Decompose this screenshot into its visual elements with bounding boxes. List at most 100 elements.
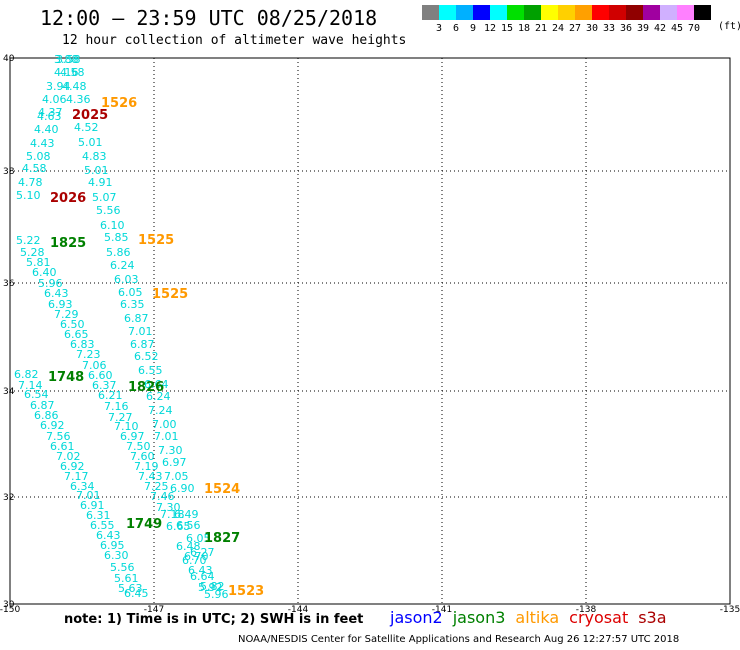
latitude-label: 30	[3, 600, 15, 610]
swh-value: 6.24	[146, 390, 171, 403]
scale-swatch	[507, 5, 524, 20]
longitude-label: -141	[432, 605, 452, 615]
page-subtitle: 12 hour collection of altimeter wave hei…	[62, 33, 407, 48]
swh-value: 7.30	[158, 444, 183, 457]
scale-label: 39	[636, 23, 650, 34]
pass-time-label: 1523	[228, 584, 264, 599]
scale-swatch	[490, 5, 507, 20]
swh-value: 7.23	[76, 348, 101, 361]
scale-label: 21	[534, 23, 548, 34]
swh-value: 4.36	[66, 93, 91, 106]
swh-value: 6.93	[48, 298, 73, 311]
swh-value: 6.64	[190, 570, 215, 583]
scale-swatch	[626, 5, 643, 20]
swh-value: 7.10	[114, 420, 139, 433]
swh-value: 7.46	[150, 490, 175, 503]
map-frame	[9, 57, 731, 605]
swh-value: 4.43	[30, 137, 55, 150]
swh-value: 6.61	[50, 440, 75, 453]
swh-value: 6.21	[98, 389, 123, 402]
swh-value: 7.50	[126, 440, 151, 453]
swh-value: 6.37	[92, 379, 117, 392]
swh-value: 6.10	[100, 219, 125, 232]
swh-value: 4.58	[60, 66, 85, 79]
swh-value: 6.40	[32, 266, 57, 279]
swh-value: 6.05	[118, 286, 143, 299]
swh-value: 6.97	[162, 456, 187, 469]
longitude-label: -150	[0, 605, 20, 615]
scale-label: 24	[551, 23, 565, 34]
swh-value: 6.91	[80, 499, 105, 512]
swh-value: 7.01	[128, 325, 153, 338]
swh-value: 6.82	[14, 368, 39, 381]
scale-swatch	[660, 5, 677, 20]
swh-value: 6.56	[176, 519, 201, 532]
swh-value: 5.61	[114, 572, 139, 585]
swh-value: 5.86	[106, 246, 131, 259]
latitude-label: 32	[3, 493, 14, 503]
pass-time-label: 2025	[72, 108, 108, 123]
scale-swatch	[456, 5, 473, 20]
swh-value: 6.43	[188, 564, 213, 577]
swh-value: 6.65	[166, 520, 191, 533]
swh-value: 7.56	[46, 430, 71, 443]
swh-value: 4.37	[38, 106, 63, 119]
swh-value: 3.58	[56, 53, 81, 66]
swh-value: 6.64	[144, 378, 169, 391]
swh-value: 6.87	[124, 312, 149, 325]
longitude-label: -135	[720, 605, 740, 615]
swh-value: 7.01	[76, 489, 101, 502]
swh-value: 6.05	[186, 532, 211, 545]
swh-value: 7.18	[160, 508, 185, 521]
longitude-label: -138	[576, 605, 597, 615]
swh-value: 5.22	[16, 234, 41, 247]
swh-value: 6.50	[60, 318, 85, 331]
swh-value: 7.43	[138, 470, 163, 483]
pass-time-label: 2026	[50, 191, 86, 206]
swh-value: 7.14	[18, 379, 43, 392]
scale-label: 45	[670, 23, 684, 34]
pass-time-label: 1524	[204, 482, 240, 497]
swh-value: 7.02	[56, 450, 81, 463]
scale-label: 15	[500, 23, 514, 34]
swh-value: 4.16	[54, 66, 79, 79]
swh-value: 5.08	[26, 150, 51, 163]
swh-value: 6.31	[86, 509, 111, 522]
latitude-label: 36	[3, 279, 15, 289]
swh-value: 4.78	[18, 176, 43, 189]
longitude-label: -147	[144, 605, 164, 615]
footer-note: note: 1) Time is in UTC; 2) SWH is in fe…	[64, 612, 364, 627]
scale-swatch	[694, 5, 711, 20]
scale-swatch	[541, 5, 558, 20]
swh-value: 6.83	[70, 338, 95, 351]
scale-unit: (ft)	[718, 21, 740, 32]
swh-value: 7.05	[164, 470, 189, 483]
scale-label: 42	[653, 23, 667, 34]
swh-value: 6.90	[170, 482, 195, 495]
scale-label: 33	[602, 23, 616, 34]
swh-value: 5.10	[16, 189, 41, 202]
swh-value: 5.63	[118, 582, 143, 595]
swh-value: 6.70	[184, 550, 209, 563]
swh-value: 6.70	[182, 554, 207, 567]
latitude-label: 34	[3, 387, 15, 397]
swh-value: 5.81	[26, 256, 51, 269]
swh-value: 7.06	[82, 359, 107, 372]
swh-value: 4.63	[37, 110, 62, 123]
swh-value: 3.94	[46, 80, 71, 93]
swh-value: 5.96	[204, 588, 229, 601]
scale-label: 70	[687, 23, 701, 34]
swh-value: 5.56	[96, 204, 121, 217]
scale-swatch	[592, 5, 609, 20]
swh-value: 4.58	[22, 162, 47, 175]
scale-swatch	[575, 5, 592, 20]
scale-label: 18	[517, 23, 531, 34]
swh-value: 6.86	[34, 409, 59, 422]
swh-value: 7.24	[148, 404, 173, 417]
swh-value: 4.06	[42, 93, 67, 106]
scale-swatch	[422, 5, 439, 20]
swh-value: 6.03	[114, 273, 139, 286]
swh-value: 7.60	[130, 450, 155, 463]
legend-cryosat: cryosat	[569, 608, 629, 627]
